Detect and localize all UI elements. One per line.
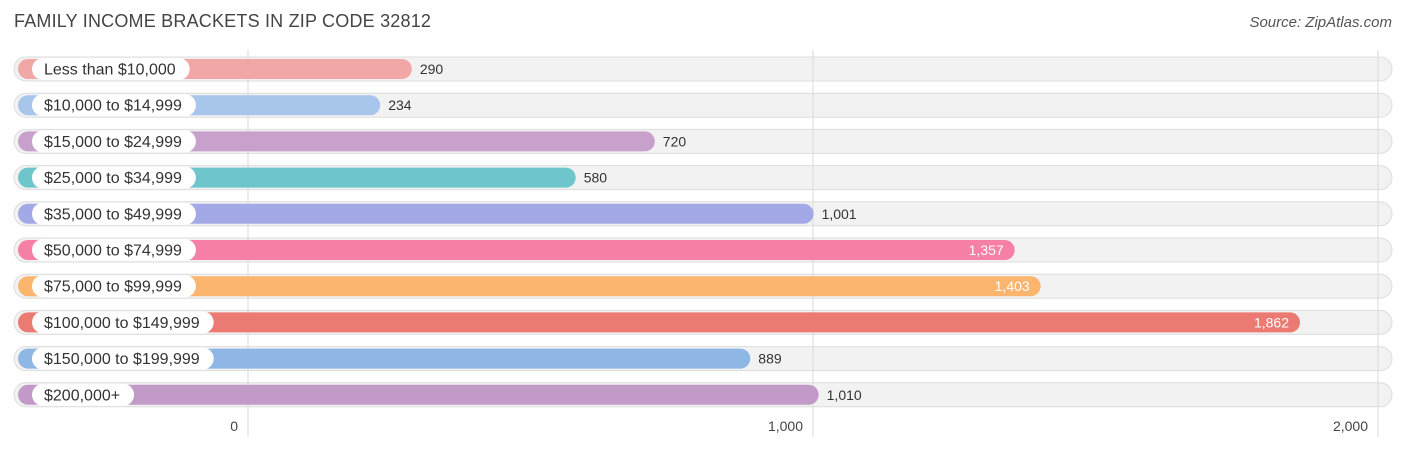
category-pill xyxy=(32,202,196,225)
value-label: 720 xyxy=(663,133,687,149)
category-label: $100,000 to $149,999 xyxy=(44,315,200,332)
category-label: $75,000 to $99,999 xyxy=(44,279,182,296)
value-label: 234 xyxy=(388,97,412,113)
category-label: $200,000+ xyxy=(44,387,120,404)
bar xyxy=(18,276,1041,297)
value-label: 1,357 xyxy=(969,242,1004,258)
value-label: 290 xyxy=(420,61,444,77)
category-pill xyxy=(32,94,196,117)
category-pill xyxy=(32,166,196,189)
category-label: Less than $10,000 xyxy=(44,62,176,79)
category-pill xyxy=(32,239,196,261)
category-label: $150,000 to $199,999 xyxy=(44,351,200,368)
value-label: 1,010 xyxy=(827,387,862,403)
category-pill xyxy=(32,275,196,298)
category-label: $50,000 to $74,999 xyxy=(44,243,182,260)
value-label: 1,862 xyxy=(1254,314,1289,330)
category-label: $15,000 to $24,999 xyxy=(44,134,182,151)
x-tick-label: 1,000 xyxy=(768,418,803,434)
category-pill xyxy=(32,58,190,80)
category-pill xyxy=(32,347,214,370)
value-label: 1,403 xyxy=(995,278,1030,294)
x-tick-label: 0 xyxy=(230,418,238,434)
value-label: 1,001 xyxy=(822,206,857,222)
x-axis-ticks: 0 1,000 2,000 xyxy=(230,418,1368,434)
category-label: $10,000 to $14,999 xyxy=(44,98,182,115)
category-pill xyxy=(32,383,135,406)
bar xyxy=(18,203,814,224)
bar xyxy=(18,312,1301,333)
bar xyxy=(18,240,1015,260)
value-label: 889 xyxy=(758,351,782,367)
chart-title: FAMILY INCOME BRACKETS IN ZIP CODE 32812 xyxy=(14,11,432,31)
category-label: $35,000 to $49,999 xyxy=(44,206,182,223)
category-pill xyxy=(32,311,214,334)
bar xyxy=(18,384,819,405)
bars: Less than $10,000 290 $10,000 to $14,999 23… xyxy=(18,58,1301,406)
category-pill xyxy=(32,130,196,153)
x-tick-label: 2,000 xyxy=(1333,418,1368,434)
source-note: Source: ZipAtlas.com xyxy=(1249,14,1392,31)
category-label: $25,000 to $34,999 xyxy=(44,170,182,187)
value-label: 580 xyxy=(584,170,608,186)
